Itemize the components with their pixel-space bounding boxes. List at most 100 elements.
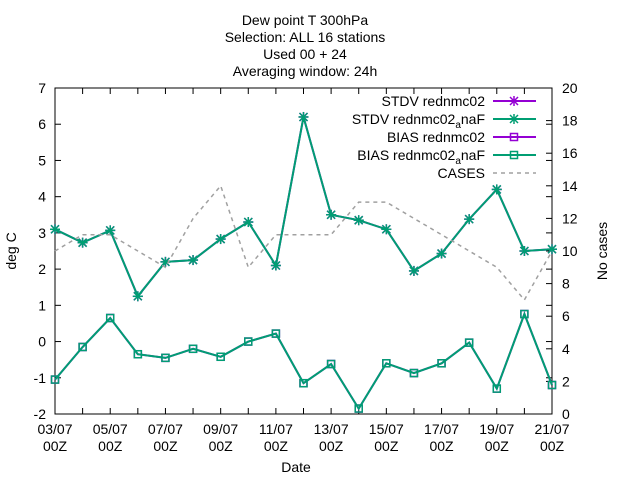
legend-marker-bias_ref — [509, 132, 519, 142]
legend-entry-stdv-ref: STDV rednmc02 — [382, 93, 486, 109]
x-tick-label-hour: 00Z — [264, 438, 289, 454]
series-line-cases — [54, 184, 553, 302]
x-tick-label-date: 09/07 — [203, 421, 238, 437]
series-layer — [50, 111, 557, 413]
data-point-bias_exp — [354, 404, 363, 413]
data-point-stdv_exp — [519, 246, 530, 256]
data-point-bias_exp — [409, 368, 419, 378]
series-cases — [54, 184, 553, 302]
series-bias_exp — [50, 309, 557, 413]
data-point-stdv_exp — [50, 224, 60, 235]
x-tick-label-hour: 00Z — [209, 438, 234, 454]
y-right-tick-label: 2 — [562, 373, 570, 389]
x-tick-label-date: 05/07 — [93, 421, 128, 437]
y-right-tick-label: 4 — [562, 341, 570, 357]
y-left-tick-label: -2 — [34, 406, 47, 422]
y-axis-left-label: deg C — [3, 232, 19, 269]
y-axis-left: -2 -1 0 1 2 3 4 5 6 7 — [34, 80, 552, 422]
x-tick-label-date: 19/07 — [479, 421, 514, 437]
data-point-bias_exp — [50, 375, 60, 384]
legend-entry-cases: CASES — [438, 165, 485, 181]
title-line-3: Used 00 + 24 — [263, 46, 347, 62]
data-point-bias_exp — [547, 380, 557, 390]
y-right-tick-label: 14 — [562, 178, 578, 194]
data-point-stdv_exp — [381, 224, 392, 235]
data-point-stdv_exp — [77, 237, 88, 248]
title-line-1: Dew point T 300hPa — [242, 12, 369, 28]
x-tick-label-date: 21/07 — [534, 421, 569, 437]
y-axis-right: 0 2 4 6 8 10 12 14 16 18 20 — [546, 80, 578, 422]
legend-entry-bias-exp: BIAS rednmc02anaF — [357, 147, 485, 167]
x-tick-label-date: 03/07 — [37, 421, 72, 437]
data-point-stdv_exp — [132, 291, 143, 302]
y-left-tick-label: 2 — [38, 261, 46, 277]
data-point-stdv_exp — [188, 255, 199, 266]
data-point-bias_exp — [216, 352, 225, 362]
data-point-stdv_exp — [215, 234, 226, 245]
y-right-tick-label: 10 — [562, 243, 578, 259]
y-right-tick-label: 6 — [562, 308, 570, 324]
chart-title: Dew point T 300hPa Selection: ALL 16 sta… — [225, 12, 386, 79]
y-right-tick-label: 16 — [562, 145, 578, 161]
y-left-tick-label: 0 — [38, 334, 46, 350]
y-left-tick-label: -1 — [34, 370, 47, 386]
data-point-stdv_exp — [298, 111, 309, 122]
y-right-tick-label: 18 — [562, 113, 578, 129]
data-point-bias_exp — [299, 378, 308, 388]
data-point-bias_exp — [437, 359, 446, 368]
y-left-tick-label: 3 — [38, 225, 46, 241]
legend-samples — [493, 96, 536, 174]
x-tick-label-hour: 00Z — [374, 438, 399, 454]
series-line-bias_ref — [54, 311, 553, 411]
y-left-tick-label: 7 — [38, 80, 46, 96]
x-tick-label-date: 11/07 — [259, 421, 293, 437]
data-point-bias_exp — [133, 349, 143, 359]
x-tick-label-hour: 00Z — [540, 438, 565, 454]
data-point-bias_exp — [188, 344, 198, 354]
data-point-stdv_exp — [160, 256, 171, 267]
x-tick-label-hour: 00Z — [43, 438, 68, 454]
data-point-stdv_exp — [408, 265, 419, 276]
y-left-tick-label: 6 — [38, 116, 46, 132]
y-right-tick-label: 0 — [562, 406, 570, 422]
y-right-tick-label: 12 — [562, 210, 578, 226]
data-point-stdv_exp — [105, 225, 116, 236]
data-point-bias_exp — [382, 359, 391, 368]
x-tick-label-date: 17/07 — [424, 421, 459, 437]
data-point-stdv_exp — [464, 214, 475, 225]
x-tick-label-date: 15/07 — [369, 421, 404, 437]
data-point-bias_exp — [520, 309, 529, 319]
x-axis: 03/0700Z05/0700Z07/0700Z09/0700Z11/0700Z… — [37, 88, 570, 454]
x-tick-label-hour: 00Z — [429, 438, 454, 454]
legend-marker-stdv_exp — [509, 114, 519, 124]
data-point-bias_exp — [271, 329, 281, 338]
x-tick-label-date: 07/07 — [148, 421, 183, 437]
data-point-bias_exp — [78, 342, 87, 352]
y-left-tick-label: 5 — [38, 152, 46, 168]
data-point-stdv_exp — [436, 248, 447, 259]
x-tick-label-hour: 00Z — [98, 438, 123, 454]
y-axis-right-label: No cases — [594, 222, 610, 280]
data-point-stdv_exp — [547, 244, 557, 255]
y-left-tick-label: 4 — [38, 189, 46, 205]
legend: STDV rednmc02 STDV rednmc02anaF BIAS red… — [352, 93, 536, 181]
series-line-bias_exp — [54, 311, 553, 411]
x-tick-label-hour: 00Z — [485, 438, 510, 454]
data-point-stdv_exp — [326, 209, 337, 220]
data-point-bias_exp — [105, 313, 115, 323]
data-point-stdv_exp — [491, 184, 502, 195]
data-point-bias_exp — [464, 338, 474, 347]
title-line-2: Selection: ALL 16 stations — [225, 29, 386, 45]
x-tick-label-hour: 00Z — [153, 438, 178, 454]
data-point-bias_exp — [161, 353, 170, 363]
series-stdv_exp — [50, 111, 557, 302]
title-line-4: Averaging window: 24h — [233, 63, 378, 79]
y-left-tick-label: 1 — [38, 297, 46, 313]
data-point-stdv_exp — [270, 260, 281, 271]
legend-marker-bias_exp — [509, 150, 519, 160]
data-point-bias_exp — [326, 359, 336, 369]
data-point-bias_exp — [244, 337, 253, 346]
legend-entry-stdv-exp: STDV rednmc02anaF — [352, 111, 485, 131]
